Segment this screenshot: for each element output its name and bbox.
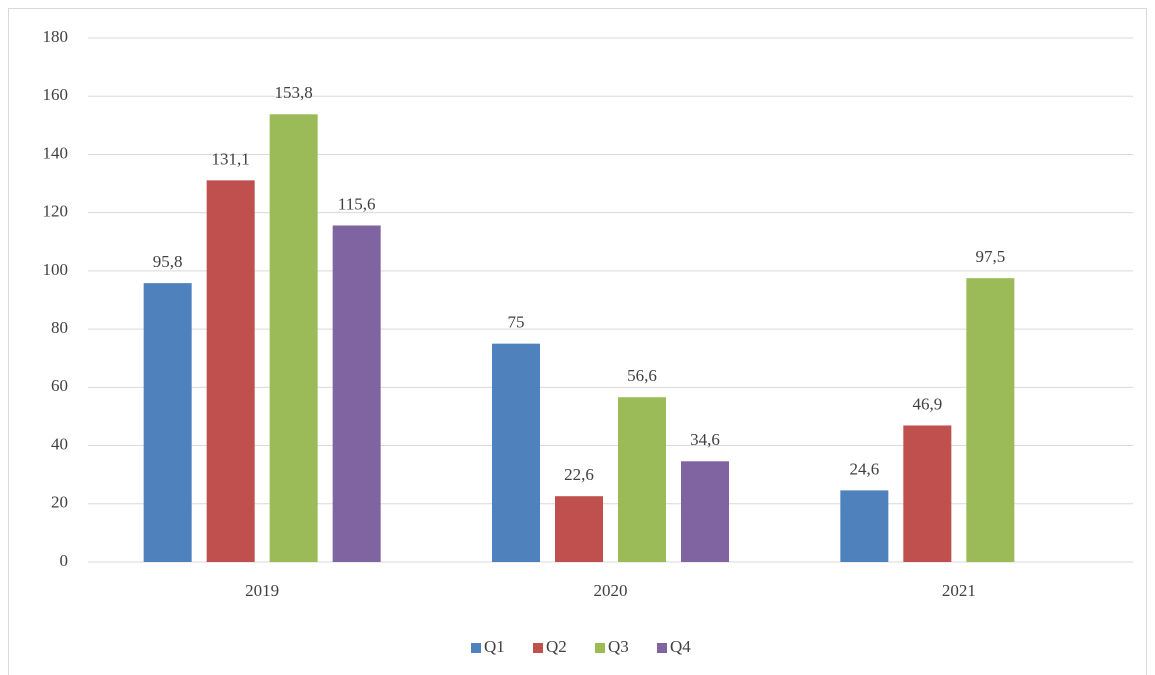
- bar: [269, 114, 318, 562]
- value-label: 22,6: [564, 465, 594, 484]
- bar: [492, 343, 540, 562]
- value-label: 75: [508, 313, 525, 332]
- y-tick-label: 40: [51, 434, 68, 453]
- legend-swatch: [595, 643, 605, 653]
- legend-label: Q2: [546, 637, 567, 656]
- value-label: 24,6: [849, 459, 879, 478]
- y-tick-label: 80: [51, 318, 68, 337]
- value-label: 97,5: [975, 247, 1005, 266]
- bar: [618, 397, 666, 562]
- value-label: 131,1: [212, 149, 250, 168]
- bar: [681, 461, 729, 562]
- legend-swatch: [471, 643, 481, 653]
- y-tick-label: 20: [51, 493, 68, 512]
- y-tick-label: 100: [43, 260, 69, 279]
- bar: [206, 180, 255, 562]
- bar: [903, 425, 952, 562]
- y-tick-label: 0: [60, 551, 69, 570]
- x-tick-label: 2019: [245, 581, 279, 600]
- legend-swatch: [657, 643, 667, 653]
- value-label: 153,8: [275, 83, 313, 102]
- value-label: 56,6: [627, 366, 657, 385]
- value-label: 46,9: [912, 394, 942, 413]
- value-label: 115,6: [338, 194, 376, 213]
- x-tick-label: 2021: [942, 581, 976, 600]
- y-tick-label: 160: [43, 85, 69, 104]
- legend-swatch: [533, 643, 543, 653]
- chart-border: [8, 8, 1147, 675]
- bar: [143, 283, 192, 562]
- bar: [555, 496, 603, 562]
- y-tick-label: 60: [51, 376, 68, 395]
- bar: [332, 225, 381, 562]
- bar: [966, 278, 1015, 562]
- legend-label: Q3: [608, 637, 629, 656]
- value-label: 34,6: [690, 430, 720, 449]
- legend-label: Q4: [670, 637, 691, 656]
- y-tick-label: 180: [43, 27, 69, 46]
- value-label: 95,8: [153, 252, 183, 271]
- bar: [840, 490, 889, 562]
- y-tick-label: 120: [43, 202, 69, 221]
- legend-label: Q1: [484, 637, 505, 656]
- x-tick-label: 2020: [594, 581, 628, 600]
- y-tick-label: 140: [43, 143, 69, 162]
